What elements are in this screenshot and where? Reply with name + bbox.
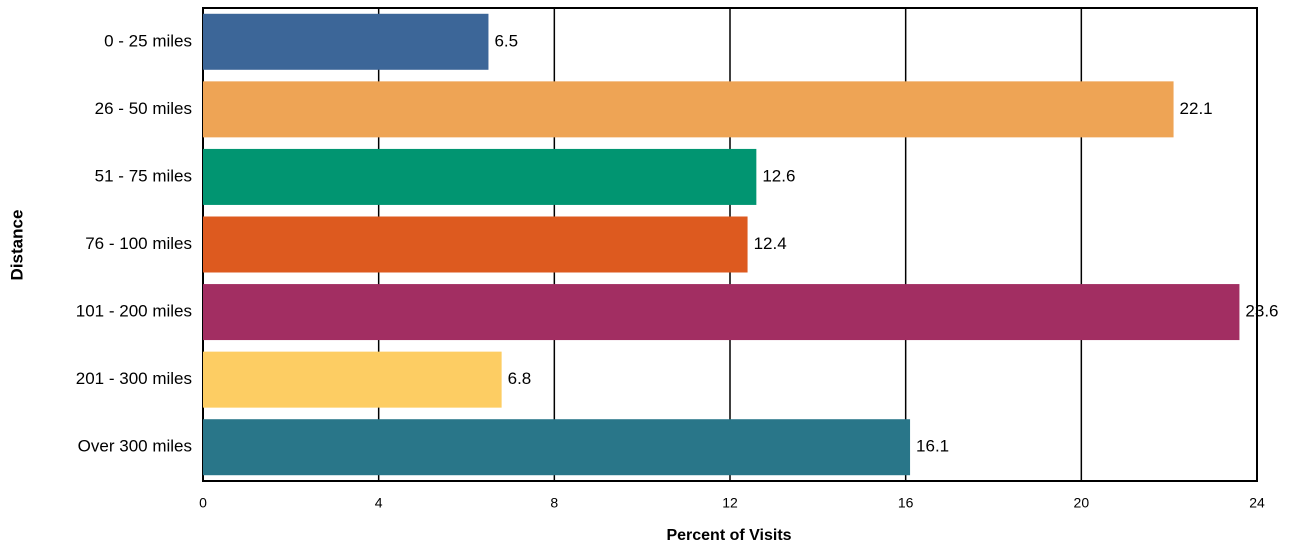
y-tick-label: 201 - 300 miles [76, 369, 192, 388]
y-tick-label: 76 - 100 miles [85, 234, 192, 253]
value-label: 6.8 [508, 369, 532, 388]
y-tick-label: 26 - 50 miles [95, 99, 192, 118]
bar [203, 419, 911, 476]
y-axis-title: Distance [7, 210, 26, 281]
bar [203, 216, 748, 273]
x-axis-title: Percent of Visits [666, 527, 791, 544]
value-label: 23.6 [1245, 302, 1278, 321]
y-tick-label: 51 - 75 miles [95, 166, 192, 185]
bar [203, 284, 1240, 341]
x-tick-label: 16 [898, 495, 914, 511]
x-tick-label: 4 [375, 495, 383, 511]
bar [203, 351, 502, 408]
y-tick-label: 0 - 25 miles [104, 31, 192, 50]
bar [203, 148, 757, 205]
y-tick-label: 101 - 200 miles [76, 302, 192, 321]
value-label: 22.1 [1180, 99, 1213, 118]
x-tick-label: 0 [199, 495, 207, 511]
value-label: 12.4 [754, 234, 787, 253]
bar [203, 81, 1174, 138]
x-tick-label: 12 [722, 495, 738, 511]
value-label: 16.1 [916, 437, 949, 456]
bar [203, 13, 489, 70]
value-label: 6.5 [494, 31, 518, 50]
x-tick-label: 8 [550, 495, 558, 511]
x-tick-label: 20 [1074, 495, 1090, 511]
value-label: 12.6 [762, 166, 795, 185]
x-tick-label: 24 [1249, 495, 1265, 511]
y-tick-label: Over 300 miles [78, 437, 192, 456]
